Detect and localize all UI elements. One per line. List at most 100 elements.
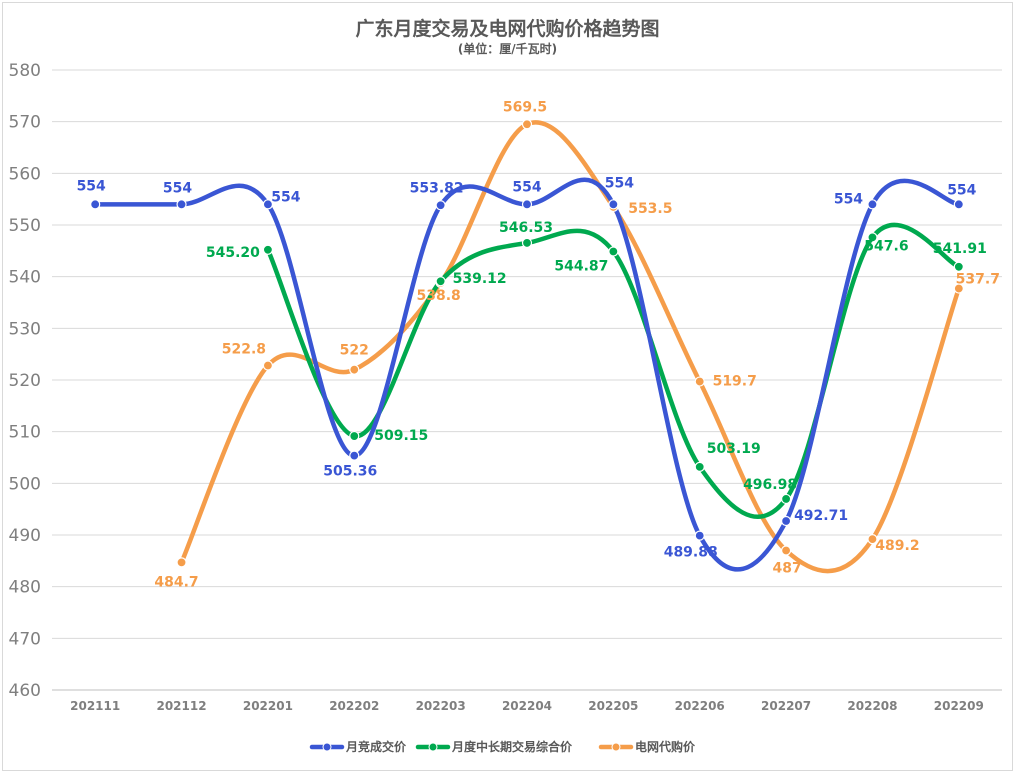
data-point bbox=[867, 232, 878, 243]
y-tick-label: 480 bbox=[9, 578, 41, 598]
data-label: 541.91 bbox=[933, 241, 987, 257]
grid-lines bbox=[52, 69, 1002, 691]
legend-label: 电网代购价 bbox=[635, 739, 696, 754]
data-label: 519.7 bbox=[713, 374, 757, 390]
data-label: 544.87 bbox=[554, 259, 608, 275]
data-label: 496.98 bbox=[743, 477, 797, 493]
x-tick-label: 202111 bbox=[70, 699, 120, 713]
data-point bbox=[953, 261, 964, 272]
data-label: 554 bbox=[77, 178, 106, 194]
data-label: 553.5 bbox=[628, 201, 672, 217]
data-label: 539.12 bbox=[453, 271, 507, 287]
legend-label: 月竞成交价 bbox=[345, 739, 407, 754]
data-label: 554 bbox=[163, 180, 192, 196]
x-tick-label: 202206 bbox=[675, 699, 725, 713]
data-point bbox=[608, 199, 619, 210]
data-point bbox=[435, 200, 446, 211]
data-point bbox=[780, 493, 792, 505]
legend-marker bbox=[428, 742, 438, 752]
data-point bbox=[262, 360, 274, 371]
data-point bbox=[176, 557, 187, 568]
y-tick-label: 560 bbox=[9, 164, 41, 184]
data-point bbox=[867, 199, 878, 210]
x-tick-label: 202202 bbox=[329, 699, 379, 713]
y-tick-label: 530 bbox=[9, 319, 41, 339]
data-label: 487 bbox=[772, 561, 801, 577]
data-point bbox=[694, 461, 705, 472]
data-point bbox=[349, 364, 360, 375]
chart-title: 广东月度交易及电网代购价格趋势图 bbox=[355, 18, 660, 40]
y-tick-label: 570 bbox=[9, 113, 41, 133]
data-point bbox=[521, 199, 533, 210]
series-line bbox=[179, 120, 962, 574]
data-label: 554 bbox=[947, 182, 976, 198]
data-point bbox=[435, 276, 446, 287]
data-point bbox=[521, 119, 533, 130]
x-tick-label: 202112 bbox=[156, 699, 206, 713]
legend-label: 月度中长期交易综合价 bbox=[451, 739, 573, 754]
series-line bbox=[265, 222, 962, 520]
data-label: 547.6 bbox=[864, 238, 908, 254]
y-tick-label: 460 bbox=[9, 681, 41, 701]
data-point bbox=[90, 199, 101, 210]
data-labels: 554 554 554 505.36 553.82 554 554 489.88 492.71 5… bbox=[77, 99, 1000, 590]
data-label: 553.82 bbox=[410, 180, 464, 196]
data-point bbox=[867, 534, 878, 545]
data-point bbox=[176, 199, 187, 210]
data-point bbox=[262, 199, 274, 210]
data-point bbox=[953, 199, 964, 210]
data-label: 545.20 bbox=[206, 245, 260, 261]
data-label: 569.5 bbox=[503, 99, 547, 115]
data-label: 554 bbox=[605, 175, 634, 191]
y-axis: 460 470 480 490 500 510 520 530 540 550 560 570 580 bbox=[9, 61, 41, 701]
y-tick-label: 510 bbox=[9, 423, 41, 443]
data-point bbox=[349, 430, 360, 442]
data-label: 546.53 bbox=[499, 220, 553, 236]
x-tick-label: 202209 bbox=[934, 699, 984, 713]
data-label: 522 bbox=[340, 343, 369, 359]
data-label: 484.7 bbox=[154, 574, 198, 590]
x-tick-label: 202205 bbox=[588, 699, 638, 713]
series-lines bbox=[92, 120, 962, 574]
data-label: 554 bbox=[271, 189, 300, 205]
data-label: 489.2 bbox=[875, 538, 919, 554]
x-tick-label: 202207 bbox=[761, 699, 811, 713]
data-label: 522.8 bbox=[222, 342, 266, 358]
data-point bbox=[780, 545, 792, 556]
data-label: 538.8 bbox=[416, 288, 460, 304]
data-label: 554 bbox=[834, 191, 863, 207]
y-tick-label: 580 bbox=[9, 61, 41, 81]
data-label: 554 bbox=[512, 179, 541, 195]
data-label: 492.71 bbox=[794, 508, 848, 524]
data-point bbox=[349, 450, 360, 461]
data-point bbox=[521, 237, 533, 249]
y-tick-label: 520 bbox=[9, 371, 41, 391]
x-tick-label: 202203 bbox=[416, 699, 466, 713]
x-tick-label: 202208 bbox=[847, 699, 897, 713]
legend-marker bbox=[322, 742, 332, 752]
data-point bbox=[262, 244, 274, 255]
y-tick-label: 490 bbox=[9, 526, 41, 546]
y-tick-label: 500 bbox=[9, 474, 41, 494]
data-point bbox=[780, 515, 792, 527]
data-label: 489.88 bbox=[664, 545, 718, 561]
series-line bbox=[92, 177, 962, 572]
data-label: 503.19 bbox=[707, 441, 761, 457]
data-label: 505.36 bbox=[323, 464, 377, 480]
y-tick-label: 550 bbox=[9, 216, 41, 236]
legend: 月竞成交价 月度中长期交易综合价 电网代购价 bbox=[309, 739, 696, 754]
x-tick-label: 202204 bbox=[502, 699, 552, 713]
data-point bbox=[694, 376, 705, 387]
data-point bbox=[608, 246, 619, 257]
data-point bbox=[694, 530, 705, 541]
x-axis: 202111 202112 202201 202202 202203 202204 2022… bbox=[70, 699, 984, 713]
y-tick-label: 540 bbox=[9, 268, 41, 288]
data-label: 509.15 bbox=[374, 428, 428, 444]
data-label: 537.7 bbox=[956, 272, 1000, 288]
y-tick-label: 470 bbox=[9, 629, 41, 649]
series-points bbox=[90, 119, 964, 568]
legend-marker bbox=[611, 742, 621, 752]
chart-subtitle: (单位：厘/千瓦时) bbox=[457, 42, 558, 56]
